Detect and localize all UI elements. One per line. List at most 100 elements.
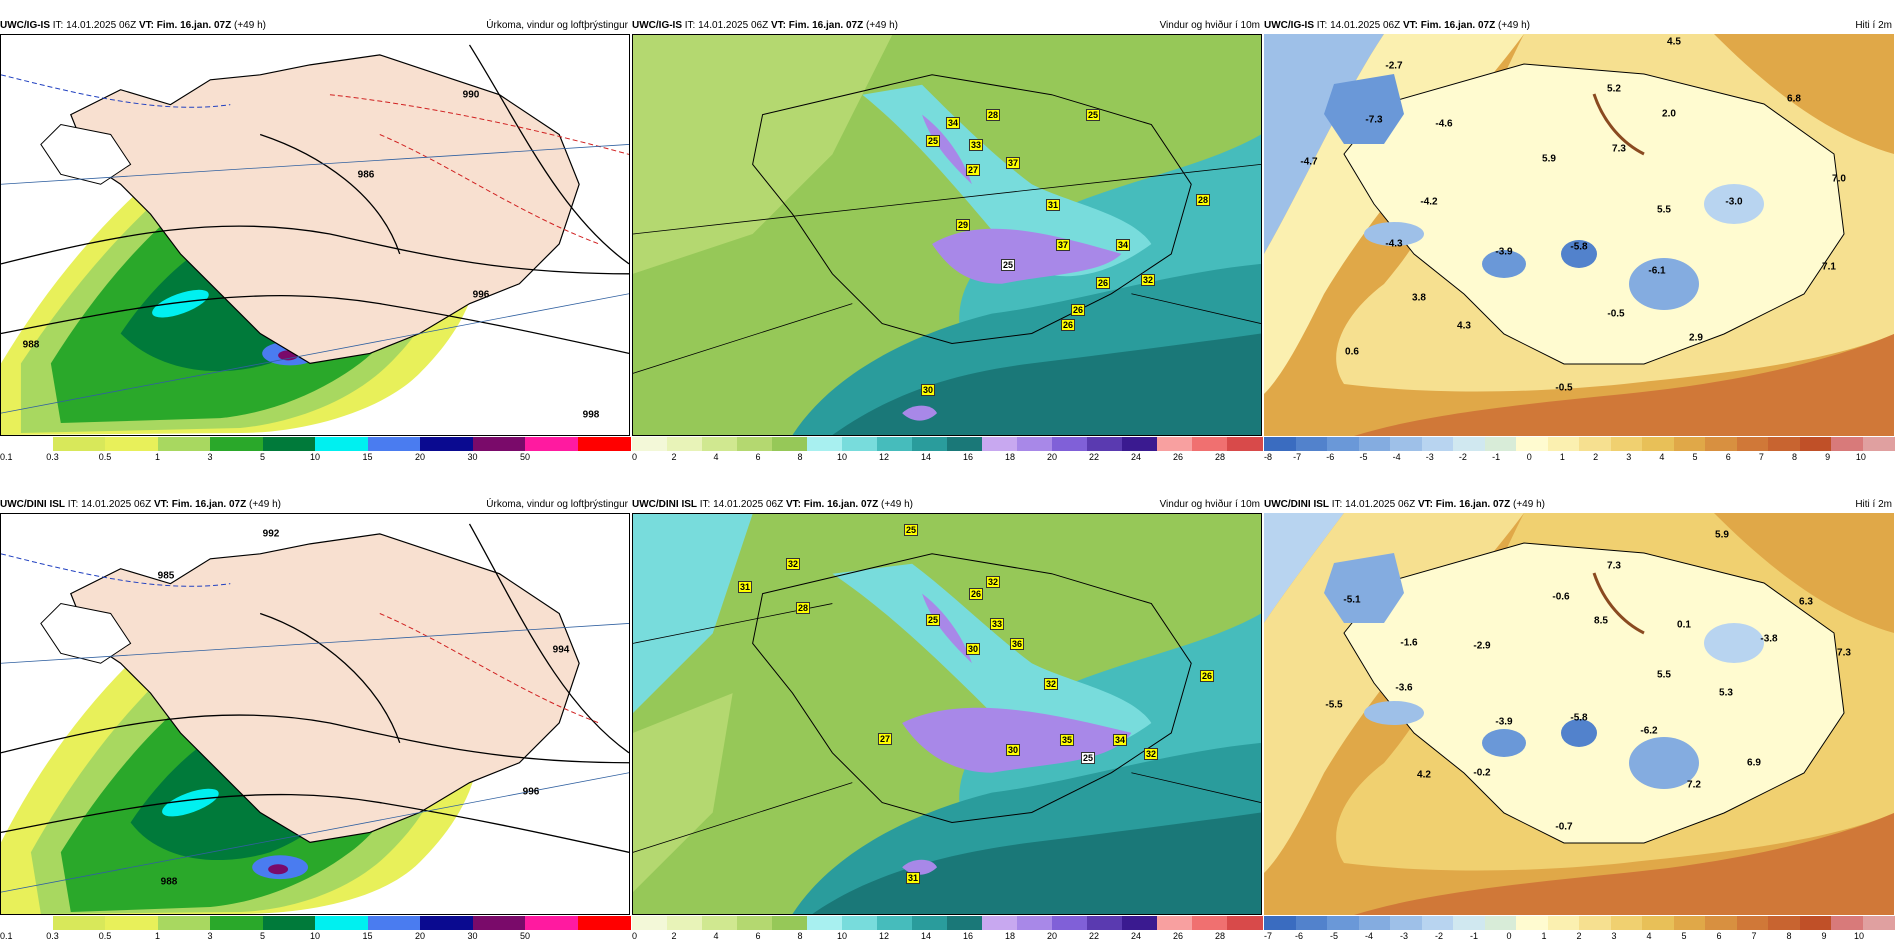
temp-label: 4.3 xyxy=(1457,320,1471,332)
colorbar-swatch xyxy=(1295,916,1328,930)
colorbar-swatch xyxy=(1579,916,1612,930)
colorbar-swatch xyxy=(1087,437,1123,451)
temp-label: 7.3 xyxy=(1607,560,1621,572)
colorbar-tick-label: 6 xyxy=(1725,452,1731,462)
colorbar-swatch xyxy=(701,437,738,451)
temp-label: -2.7 xyxy=(1385,60,1403,72)
colorbar-swatch xyxy=(105,437,159,451)
colorbar-swatch xyxy=(1295,437,1328,451)
isobar-label: 994 xyxy=(552,644,570,656)
isobar-label: 985 xyxy=(157,570,175,582)
colorbar-swatch xyxy=(842,916,878,930)
gust-label: 25 xyxy=(925,614,941,626)
temp-label: -5.1 xyxy=(1343,594,1361,606)
gust-label: 26 xyxy=(968,588,984,600)
it-value: 14.01.2025 06Z xyxy=(713,499,784,510)
gust-label: 31 xyxy=(1045,199,1061,211)
temp-label: -3.6 xyxy=(1395,682,1413,694)
colorbar-tick-label: 8 xyxy=(1792,452,1798,462)
wind-map: 34 28 25 25 33 27 37 31 29 37 34 32 26 2… xyxy=(632,34,1262,436)
colorbar-swatch xyxy=(1673,437,1706,451)
colorbar-tick-label: -5 xyxy=(1329,931,1338,941)
colorbar-swatch xyxy=(1736,437,1769,451)
temp-label: -6.1 xyxy=(1648,265,1666,277)
colorbar-swatch xyxy=(842,437,878,451)
lead-time: (+49 h) xyxy=(249,499,281,510)
colorbar-tick-label: -8 xyxy=(1264,452,1273,462)
panel-title: Vindur og hviður í 10m xyxy=(1159,20,1260,31)
gust-label: 28 xyxy=(1195,194,1211,206)
vt-value: Fim. 16.jan. 07Z xyxy=(171,499,247,510)
colorbar-swatch xyxy=(632,437,668,451)
vt-label: VT: xyxy=(1417,499,1433,510)
colorbar-swatch xyxy=(1122,437,1158,451)
colorbar-swatch xyxy=(262,437,316,451)
temp-map: 4.5 -2.7 5.2 6.8 -7.3 -4.6 2.0 -4.7 5.9 … xyxy=(1264,34,1894,436)
temp-label: 0.1 xyxy=(1677,619,1691,631)
temp-label: -0.5 xyxy=(1555,382,1573,394)
colorbar-tick-label: 9 xyxy=(1821,931,1827,941)
colorbar-tick-label: 6 xyxy=(1716,931,1722,941)
colorbar-tick-label: 16 xyxy=(962,931,974,941)
gust-label: 25 xyxy=(925,135,941,147)
colorbar-swatch xyxy=(1327,916,1360,930)
colorbar-tick-label: 50 xyxy=(519,931,531,941)
colorbar xyxy=(1264,437,1895,451)
colorbar-tick-label: -4 xyxy=(1364,931,1374,941)
colorbar xyxy=(1264,916,1895,930)
temp-label: 7.3 xyxy=(1837,647,1851,659)
vt-value: Fim. 16.jan. 07Z xyxy=(156,20,232,31)
colorbar-tick-label: 5 xyxy=(1681,931,1687,941)
colorbar-swatch xyxy=(771,916,808,930)
colorbar-swatch xyxy=(1327,437,1360,451)
colorbar-swatch xyxy=(1191,916,1228,930)
gust-label: 30 xyxy=(965,643,981,655)
panel-header: UWC/IG-IS IT: 14.01.2025 06Z VT: Fim. 16… xyxy=(632,18,1262,34)
panel-header: UWC/IG-IS IT: 14.01.2025 06Z VT: Fim. 16… xyxy=(0,18,630,34)
colorbar-swatch xyxy=(701,916,738,930)
precip-map-svg xyxy=(1,514,629,914)
colorbar-swatch xyxy=(1421,916,1454,930)
colorbar-swatch xyxy=(1862,437,1895,451)
vt-value: Fim. 16.jan. 07Z xyxy=(1420,20,1496,31)
colorbar-tick-label: 15 xyxy=(362,452,373,462)
temp-label: 6.9 xyxy=(1747,757,1761,769)
it-label: IT: xyxy=(1316,20,1328,31)
colorbar-swatch xyxy=(737,437,773,451)
temp-map: 5.9 7.3 -5.1 -0.6 6.3 8.5 0.1 -3.8 -1.6 … xyxy=(1264,513,1894,915)
colorbar-tick-label: 0.3 xyxy=(46,452,59,462)
panel-precip-top: UWC/IG-IS IT: 14.01.2025 06Z VT: Fim. 16… xyxy=(0,18,631,466)
colorbar-tick-label: -7 xyxy=(1264,931,1273,941)
temp-label: 3.8 xyxy=(1412,292,1426,304)
colorbar-tick-label: 26 xyxy=(1172,452,1184,462)
colorbar-tick-label: 20 xyxy=(1046,452,1058,462)
vt-label: VT: xyxy=(153,499,169,510)
colorbar-tick-label: 0.3 xyxy=(46,931,59,941)
gust-label: 26 xyxy=(1060,319,1076,331)
colorbar-swatch xyxy=(1264,916,1297,930)
isobar-label: 986 xyxy=(357,169,375,181)
colorbar-swatch xyxy=(1516,916,1549,930)
gust-label: 28 xyxy=(985,109,1001,121)
lead-time: (+49 h) xyxy=(234,20,266,31)
temp-label: -5.8 xyxy=(1570,712,1588,724)
colorbar-swatch xyxy=(1227,437,1263,451)
temp-label: -0.6 xyxy=(1552,591,1570,603)
colorbar-ticks: 0.1 0.3 0.5 1 3 5 10 15 20 30 50 xyxy=(0,931,630,945)
gust-label: 33 xyxy=(968,139,984,151)
temp-label: 6.3 xyxy=(1799,596,1813,608)
colorbar-swatch xyxy=(210,916,264,930)
gust-label: 32 xyxy=(1043,678,1059,690)
colorbar-tick-label: 10 xyxy=(1853,931,1865,941)
colorbar-swatch xyxy=(472,437,526,451)
colorbar-tick-label: 30 xyxy=(467,931,478,941)
gust-label: 34 xyxy=(1115,239,1131,251)
colorbar-swatch xyxy=(210,437,264,451)
colorbar-tick-label: 14 xyxy=(920,931,932,941)
precip-map: 986 988 990 996 998 xyxy=(0,34,630,436)
colorbar-tick-label: 10 xyxy=(309,452,321,462)
colorbar xyxy=(632,916,1263,930)
colorbar-ticks: 0.1 0.3 0.5 1 3 5 10 15 20 30 50 xyxy=(0,452,630,466)
colorbar-swatch xyxy=(1087,916,1123,930)
colorbar-swatch xyxy=(1390,916,1423,930)
